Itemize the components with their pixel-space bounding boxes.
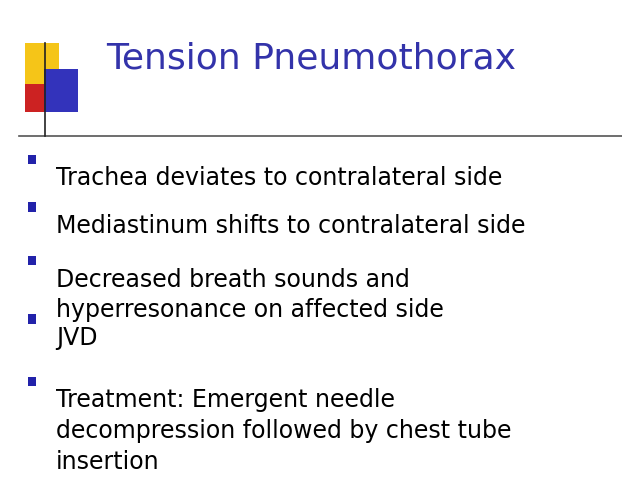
FancyBboxPatch shape	[28, 256, 36, 265]
Text: Treatment: Emergent needle
decompression followed by chest tube
insertion: Treatment: Emergent needle decompression…	[56, 388, 511, 474]
Text: Mediastinum shifts to contralateral side: Mediastinum shifts to contralateral side	[56, 214, 525, 238]
FancyBboxPatch shape	[28, 202, 36, 212]
FancyBboxPatch shape	[25, 43, 59, 86]
Text: Tension Pneumothorax: Tension Pneumothorax	[106, 41, 516, 75]
FancyBboxPatch shape	[28, 377, 36, 386]
Text: Trachea deviates to contralateral side: Trachea deviates to contralateral side	[56, 166, 502, 190]
Text: JVD: JVD	[56, 326, 97, 350]
FancyBboxPatch shape	[28, 314, 36, 324]
FancyBboxPatch shape	[25, 84, 59, 112]
Text: Decreased breath sounds and
hyperresonance on affected side: Decreased breath sounds and hyperresonan…	[56, 268, 444, 322]
FancyBboxPatch shape	[28, 155, 36, 164]
FancyBboxPatch shape	[44, 69, 77, 112]
